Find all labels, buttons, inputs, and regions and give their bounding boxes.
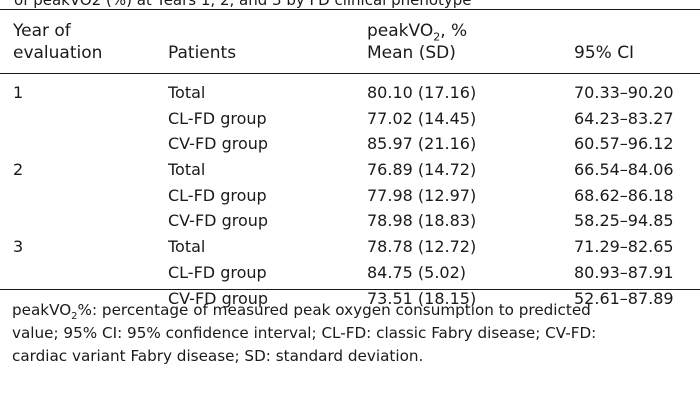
header-ci: 95% CI	[574, 43, 635, 63]
table-row: CL-FD group 77.98 (12.97) 68.62–86.18	[0, 183, 700, 209]
cell-patients: Total	[168, 237, 206, 257]
bottom-rule	[0, 289, 700, 290]
cell-mean-sd: 78.98 (18.83)	[367, 211, 477, 231]
cell-mean-sd: 85.97 (21.16)	[367, 134, 477, 154]
cell-patients: CV-FD group	[168, 211, 269, 231]
table-row: CL-FD group 77.02 (14.45) 64.23–83.27	[0, 106, 700, 132]
header-year: Year of evaluation	[13, 20, 102, 64]
cell-ci: 64.23–83.27	[574, 108, 674, 128]
cell-mean-sd: 78.78 (12.72)	[367, 237, 477, 257]
cell-ci: 58.25–94.85	[574, 211, 674, 231]
cell-patients: Total	[168, 160, 206, 180]
header-mean-sd: Mean (SD)	[367, 43, 456, 63]
cell-ci: 71.29–82.65	[574, 237, 674, 257]
table-row: CL-FD group 84.75 (5.02) 80.93–87.91	[0, 260, 700, 286]
cell-year: 2	[13, 160, 24, 180]
table-row: 2 Total 76.89 (14.72) 66.54–84.06	[0, 157, 700, 183]
table-row: CV-FD group 78.98 (18.83) 58.25–94.85	[0, 208, 700, 234]
header-metric-name: peakVO2, %	[367, 21, 468, 44]
cell-mean-sd: 73.51 (18.15)	[367, 288, 477, 308]
table-footnote: peakVO2%: percentage of measured peak ox…	[12, 299, 700, 368]
cell-patients: CL-FD group	[168, 262, 267, 282]
table-row: CV-FD group 85.97 (21.16) 60.57–96.12	[0, 131, 700, 157]
cell-patients: CL-FD group	[168, 108, 267, 128]
footnote-line-3: cardiac variant Fabry disease; SD: stand…	[12, 347, 424, 365]
caption-fragment: of peakVO2 (%) at Years 1, 2, and 3 by F…	[14, 0, 472, 9]
cell-patients: Total	[168, 83, 206, 102]
top-rule	[0, 9, 700, 10]
cell-mean-sd: 84.75 (5.02)	[367, 262, 466, 282]
cell-mean-sd: 77.98 (12.97)	[367, 185, 477, 205]
cell-year: 1	[13, 83, 24, 102]
table-caption-clipped: of peakVO2 (%) at Years 1, 2, and 3 by F…	[0, 0, 700, 10]
table-body: 1 Total 80.10 (17.16) 70.33–90.20 CL-FD …	[0, 80, 700, 311]
header-patients: Patients	[168, 43, 237, 63]
cell-ci: 80.93–87.91	[574, 262, 674, 282]
table-row: 1 Total 80.10 (17.16) 70.33–90.20	[0, 80, 700, 106]
footnote-line-1: peakVO2%: percentage of measured peak ox…	[12, 301, 591, 323]
cell-ci: 68.62–86.18	[574, 185, 674, 205]
cell-patients: CL-FD group	[168, 185, 267, 205]
table-header: Year of evaluation Patients peakVO2, % M…	[0, 10, 700, 73]
header-year-line2: evaluation	[13, 43, 103, 63]
cell-year: 3	[13, 237, 24, 257]
cell-mean-sd: 77.02 (14.45)	[367, 108, 477, 128]
table-row: 3 Total 78.78 (12.72) 71.29–82.65	[0, 234, 700, 260]
cell-patients: CV-FD group	[168, 134, 269, 154]
footnote-line-2: value; 95% CI: 95% confidence interval; …	[12, 324, 597, 342]
cell-patients: CV-FD group	[168, 288, 269, 308]
cell-ci: 52.61–87.89	[574, 288, 674, 308]
cell-ci: 60.57–96.12	[574, 134, 674, 154]
cell-mean-sd: 76.89 (14.72)	[367, 160, 477, 180]
header-rule	[0, 73, 700, 74]
table-row: CV-FD group 73.51 (18.15) 52.61–87.89	[0, 286, 700, 312]
cell-ci: 70.33–90.20	[574, 83, 674, 102]
header-year-line1: Year of	[13, 21, 71, 41]
cell-mean-sd: 80.10 (17.16)	[367, 83, 477, 102]
cell-ci: 66.54–84.06	[574, 160, 674, 180]
header-metric: peakVO2, % Mean (SD)	[367, 20, 467, 64]
